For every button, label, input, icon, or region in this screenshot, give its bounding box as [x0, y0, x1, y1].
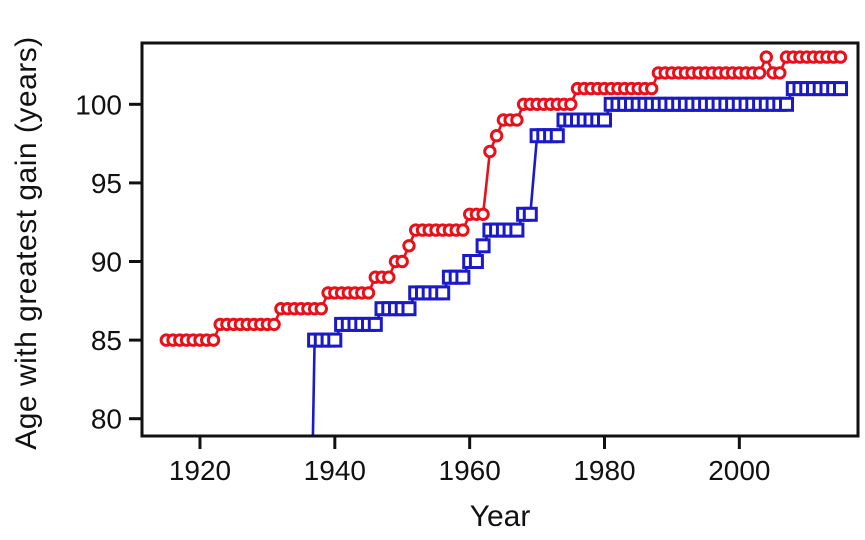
- data-point-circle: [476, 207, 490, 222]
- data-point-circle: [361, 286, 376, 300]
- x-axis-label: Year: [469, 500, 531, 533]
- data-point-circle: [773, 66, 787, 80]
- series-blue-squares: [307, 81, 848, 437]
- data-point-circle: [752, 66, 767, 80]
- data-point-square: [779, 96, 794, 112]
- y-tick-label: 95: [91, 168, 122, 199]
- x-tick-label: 1940: [304, 455, 366, 486]
- series-red-circles: [159, 50, 848, 347]
- y-tick-label: 85: [91, 325, 122, 356]
- data-point-square: [549, 128, 565, 144]
- data-point-square: [455, 269, 471, 285]
- y-axis-label: Age with greatest gain (years): [10, 36, 43, 450]
- data-point-circle: [759, 50, 773, 64]
- x-tick-label: 1980: [573, 455, 635, 486]
- data-point-circle: [395, 254, 409, 269]
- y-tick-label: 90: [91, 247, 122, 278]
- data-point-circle: [833, 50, 848, 64]
- plot-frame: [140, 41, 860, 438]
- data-point-circle: [206, 333, 221, 347]
- data-point-square: [435, 285, 451, 301]
- data-point-square: [509, 222, 525, 238]
- data-point-square: [468, 254, 484, 269]
- data-point-circle: [314, 302, 328, 316]
- data-point-circle: [645, 81, 659, 96]
- data-point-square: [597, 112, 612, 128]
- x-tick-label: 1920: [169, 455, 231, 486]
- data-point-circle: [489, 129, 504, 143]
- y-tick-label: 80: [91, 404, 122, 435]
- data-point-circle: [510, 113, 524, 127]
- data-point-circle: [267, 317, 281, 332]
- x-tick-label: 2000: [708, 455, 770, 486]
- data-point-square: [522, 206, 538, 222]
- data-point-circle: [483, 144, 497, 159]
- data-point-circle: [456, 223, 470, 237]
- data-point-circle: [402, 239, 416, 253]
- data-point-square: [401, 301, 417, 317]
- data-point-square: [367, 316, 383, 332]
- x-tick-label: 1960: [439, 455, 501, 486]
- data-point-circle: [382, 270, 396, 284]
- data-point-square: [327, 332, 343, 348]
- data-point-circle: [564, 97, 578, 112]
- data-point-square: [475, 238, 491, 254]
- y-tick-label: 100: [75, 89, 122, 120]
- data-point-square: [833, 81, 848, 97]
